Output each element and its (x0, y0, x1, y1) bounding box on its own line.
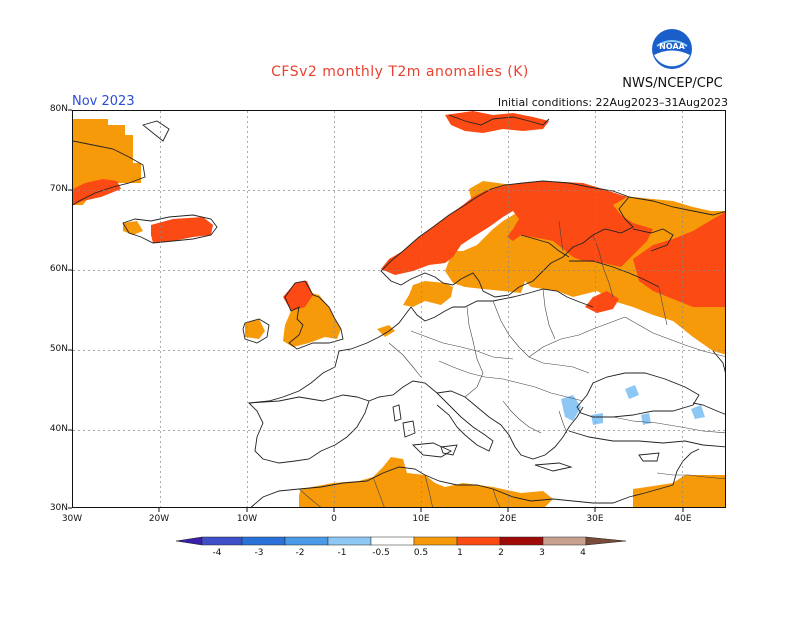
lon-label-30w: 30W (61, 514, 83, 524)
colorbar-arrow-left (176, 536, 203, 546)
colorbar-swatch-2 (241, 536, 286, 546)
colorbar-label-p05: 0.5 (413, 548, 429, 558)
noaa-logo-text: NOAA (659, 42, 685, 51)
colorbar-swatch-7 (456, 536, 501, 546)
colorbar-label-p3: 3 (539, 548, 545, 558)
colorbar-swatch-1 (201, 536, 243, 546)
map-canvas (73, 111, 725, 507)
lon-label-10w: 10W (236, 514, 258, 524)
lat-label-60n: 60N (49, 264, 68, 274)
lat-label-30n: 30N (49, 503, 68, 513)
country-borders (298, 220, 725, 507)
graticule (73, 111, 725, 507)
agency-label: NWS/NCEP/CPC (622, 76, 723, 91)
lon-label-40e: 40E (674, 514, 692, 524)
colorbar-label-m3: -3 (254, 548, 264, 558)
colorbar-label-p1: 1 (457, 548, 463, 558)
noaa-logo: NOAA (652, 29, 692, 69)
colorbar-label-m4: -4 (212, 548, 222, 558)
colorbar-swatch-8 (499, 536, 544, 546)
lat-label-80n: 80N (49, 104, 68, 114)
colorbar-label-p2: 2 (498, 548, 504, 558)
colorbar-swatch-4 (327, 536, 372, 546)
coastlines (73, 114, 725, 507)
lat-label-40n: 40N (49, 424, 68, 434)
lon-label-10e: 10E (412, 514, 430, 524)
lon-label-0: 0 (331, 514, 337, 524)
colorbar-swatch-6 (413, 536, 458, 546)
lat-label-70n: 70N (49, 184, 68, 194)
map-title: CFSv2 monthly T2m anomalies (K) (271, 64, 529, 80)
lon-label-20e: 20E (499, 514, 517, 524)
colorbar-swatch-3 (284, 536, 329, 546)
colorbar-swatch-9 (542, 536, 587, 546)
anomaly-warm-0-5-1 (73, 119, 725, 507)
forecast-month: Nov 2023 (72, 94, 135, 109)
lon-label-20w: 20W (148, 514, 170, 524)
lon-label-30e: 30E (586, 514, 604, 524)
colorbar-swatch-5 (370, 536, 415, 546)
colorbar (176, 536, 626, 546)
anomaly-map (72, 110, 726, 508)
colorbar-label-m1: -1 (337, 548, 347, 558)
colorbar-label-p4: 4 (580, 548, 586, 558)
lat-label-50n: 50N (49, 344, 68, 354)
colorbar-label-m2: -2 (295, 548, 305, 558)
initial-conditions: Initial conditions: 22Aug2023–31Aug2023 (497, 96, 728, 109)
colorbar-arrow-right (585, 536, 626, 546)
colorbar-label-m05: -0.5 (372, 548, 390, 558)
